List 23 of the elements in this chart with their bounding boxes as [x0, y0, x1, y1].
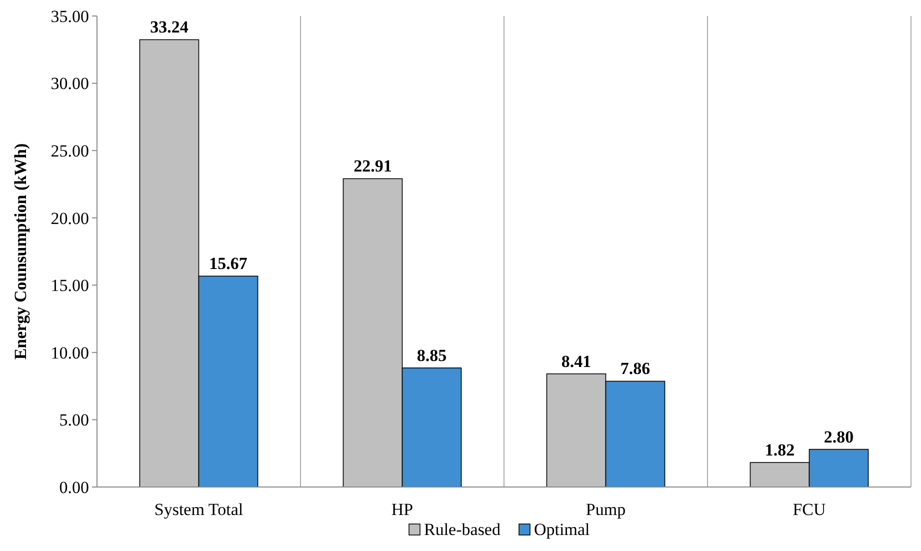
legend-label: Rule-based — [424, 520, 501, 539]
x-tick-label: System Total — [154, 500, 244, 519]
text: 8.41 — [561, 352, 592, 371]
y-tick-label: 35.00 — [50, 6, 89, 26]
y-tick-label: 5.00 — [59, 410, 89, 430]
text: 1.82 — [764, 440, 795, 460]
x-tick-label: Pump — [586, 500, 626, 519]
y-axis-title: Energy Counsumption (kWh) — [11, 143, 30, 360]
y-tick-label: 10.00 — [50, 343, 89, 362]
y-tick-label: 20.00 — [50, 208, 89, 228]
x-tick-label: HP — [391, 500, 414, 519]
y-tick-label: 15.00 — [50, 276, 89, 296]
text: 2.80 — [824, 427, 854, 446]
text: 22.91 — [354, 156, 392, 176]
text: 7.86 — [620, 359, 650, 378]
y-tick-label: 30.00 — [50, 74, 89, 94]
y-tick-label: 0.00 — [59, 478, 89, 497]
x-tick-label: FCU — [792, 500, 826, 519]
y-tick-label: 25.00 — [50, 142, 89, 161]
text: 33.24 — [150, 18, 188, 37]
legend-label: Optimal — [534, 520, 590, 539]
text: 15.67 — [209, 254, 248, 274]
text: 8.85 — [416, 346, 447, 365]
